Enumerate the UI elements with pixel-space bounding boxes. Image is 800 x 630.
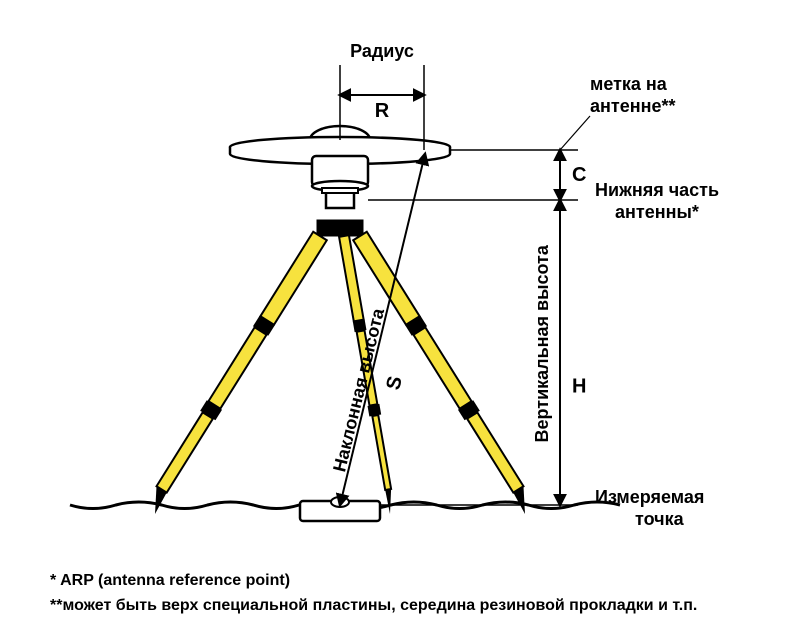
tripod-leg-section [208,327,266,408]
antenna-mark-l2: антенне** [590,96,675,116]
tripod-head [317,220,363,236]
radius-letter: R [375,100,390,122]
tripod-leg-section [467,412,523,492]
tripod-leg-section [413,327,471,408]
antenna-mark-l1: метка на [590,74,668,94]
s-letter: S [382,374,407,392]
tripod-leg-joint [368,404,382,417]
tripod-leg-section [260,232,326,325]
tripod-leg-section [157,412,213,492]
tripod-spike [385,489,391,514]
measured-l2: точка [635,509,685,529]
vertical-height-label: Вертикальная высота [532,244,552,442]
lower-part-l1: Нижняя часть [595,180,719,200]
radius-word: Радиус [350,41,414,61]
lower-part-l2: антенны* [615,202,699,222]
c-letter: C [572,164,586,186]
measured-l1: Измеряемая [595,487,704,507]
antenna-height-diagram: РадиусRCHВертикальная высотаметка наанте… [0,0,800,630]
h-letter: H [572,376,586,398]
footnote-1: * ARP (antenna reference point) [50,572,290,589]
footnote-2: **может быть верх специальной пластины, … [50,597,697,614]
tripod-leg-section [372,415,391,490]
